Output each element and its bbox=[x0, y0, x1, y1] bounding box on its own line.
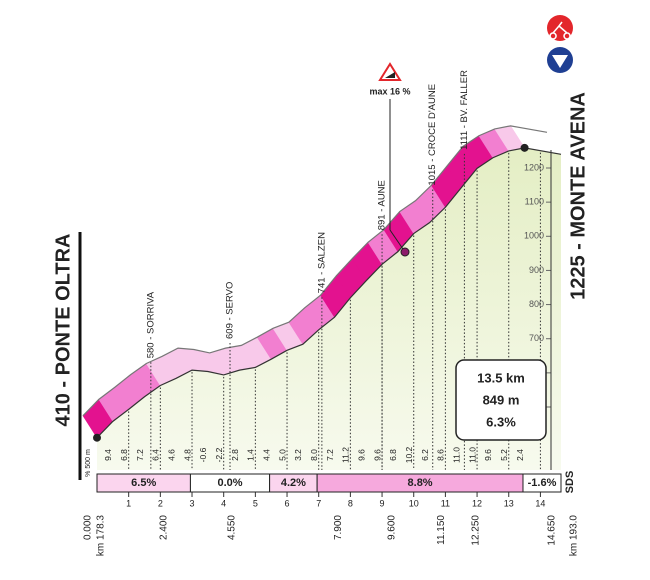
x-tick-label: 1 bbox=[126, 498, 131, 508]
km-mark: 11.150 bbox=[436, 515, 447, 545]
y-tick-label: 800 bbox=[529, 299, 544, 309]
km-mark: 9.600 bbox=[387, 515, 398, 540]
gradient-label: 11.2 bbox=[341, 447, 351, 463]
gradient-label: -0.6 bbox=[198, 447, 208, 462]
gradient-label: 3.2 bbox=[293, 449, 303, 461]
gradient-label: 2.8 bbox=[230, 449, 240, 461]
slope-icon bbox=[385, 72, 395, 78]
km-mark: 12.250 bbox=[471, 515, 482, 546]
km-mark: 7.900 bbox=[333, 515, 344, 540]
section-label: 0.0% bbox=[217, 477, 242, 489]
end-label: 1225 - MONTE AVENA bbox=[567, 92, 589, 300]
y-tick-label: 1000 bbox=[524, 231, 544, 241]
y-tick-label: 700 bbox=[529, 333, 544, 343]
summary-length: 13.5 km bbox=[477, 370, 525, 385]
gradient-label: 6.8 bbox=[388, 449, 398, 461]
y-tick-label: 1100 bbox=[525, 197, 544, 207]
gradient-label: 6.8 bbox=[119, 449, 129, 461]
gradient-label: 4.4 bbox=[261, 449, 271, 461]
gradient-label: 11.0 bbox=[467, 447, 477, 463]
profile-area bbox=[97, 147, 561, 470]
bike-icon bbox=[549, 21, 571, 40]
km-mark: 0.000 bbox=[83, 515, 94, 540]
start-point bbox=[93, 433, 101, 442]
x-tick-label: 7 bbox=[316, 498, 321, 508]
gradient-label: 1.4 bbox=[246, 449, 256, 461]
gradient-label: 9.6 bbox=[372, 449, 382, 461]
section-label: 8.8% bbox=[408, 477, 433, 489]
down-arrow bbox=[552, 55, 568, 68]
x-tick-label: 13 bbox=[504, 498, 514, 508]
max-gradient: max 16 % bbox=[369, 86, 410, 96]
section-label: 6.5% bbox=[131, 477, 156, 489]
waypoint-label: 891 - AUNE bbox=[377, 180, 388, 230]
gradient-label: 9.6 bbox=[483, 449, 493, 461]
waypoint-label: 1111 - BV. FALLER bbox=[459, 70, 470, 150]
gradient-label: 10.2 bbox=[404, 446, 414, 463]
gradient-label: 6.2 bbox=[420, 449, 430, 461]
x-tick-label: 8 bbox=[348, 498, 353, 508]
gradient-label: 8.6 bbox=[436, 449, 446, 461]
section-label: -1.6% bbox=[528, 477, 557, 489]
gradient-label: 4.6 bbox=[166, 449, 176, 461]
x-tick-label: 10 bbox=[409, 498, 419, 508]
x-tick-label: 3 bbox=[190, 498, 195, 508]
waypoint-label: 1015 - CROCE D'AUNE bbox=[427, 84, 438, 186]
gradient-label: 5.0 bbox=[277, 449, 287, 461]
gradient-label: 4.8 bbox=[182, 449, 192, 461]
waypoint-label: 741 - SALZEN bbox=[316, 232, 327, 293]
x-tick-label: 14 bbox=[535, 498, 545, 508]
km-mark: 2.400 bbox=[159, 515, 170, 540]
gradient-label: 7.2 bbox=[325, 449, 335, 461]
summit-point bbox=[520, 143, 529, 152]
km-mark: 4.550 bbox=[227, 515, 238, 540]
gradient-label: 11.0 bbox=[451, 447, 461, 463]
gradient-label: 7.2 bbox=[135, 449, 145, 461]
x-tick-label: 11 bbox=[441, 498, 450, 508]
gradient-label: 8.0 bbox=[309, 449, 319, 461]
summary-gain: 849 m bbox=[483, 392, 520, 407]
x-tick-label: 12 bbox=[472, 498, 482, 508]
x-tick-label: 2 bbox=[158, 498, 163, 508]
start-label: 410 - PONTE OLTRA bbox=[52, 234, 74, 427]
gradient-label: 2.4 bbox=[515, 449, 525, 461]
end-km: km 193.0 bbox=[569, 515, 580, 557]
summary-box bbox=[455, 359, 547, 441]
km-mark: 14.650 bbox=[547, 515, 558, 546]
max-gradient-point bbox=[400, 247, 410, 257]
y-tick-label: 900 bbox=[529, 265, 544, 275]
x-tick-label: 4 bbox=[221, 498, 226, 508]
summary-average: 6.3% bbox=[486, 414, 516, 429]
section bbox=[522, 473, 562, 493]
x-tick-label: 9 bbox=[380, 498, 385, 508]
gradient-label: -2.2 bbox=[214, 447, 224, 462]
gradient-unit: % 500 m bbox=[85, 449, 92, 477]
y-tick-label: 1200 bbox=[524, 162, 544, 172]
x-tick-label: 6 bbox=[285, 498, 290, 508]
gradient-label: 6.4 bbox=[151, 449, 161, 461]
waypoint-label: 580 - SORRIVA bbox=[145, 291, 156, 358]
waypoint-label: 609 - SERVO bbox=[225, 282, 236, 339]
start-km: km 178.3 bbox=[96, 515, 107, 557]
gradient-label: 9.4 bbox=[103, 449, 113, 461]
gradient-label: 9.6 bbox=[356, 449, 366, 461]
gradient-label: 5.2 bbox=[499, 449, 509, 461]
finish-icon bbox=[547, 15, 573, 41]
logo: SDS bbox=[564, 471, 576, 494]
section-label: 4.2% bbox=[281, 477, 306, 489]
profile-top-edge bbox=[82, 125, 548, 417]
plot: 1234567891011121314500600700800900100011… bbox=[82, 70, 562, 546]
profile-line bbox=[96, 147, 562, 439]
x-tick-label: 5 bbox=[253, 498, 258, 508]
